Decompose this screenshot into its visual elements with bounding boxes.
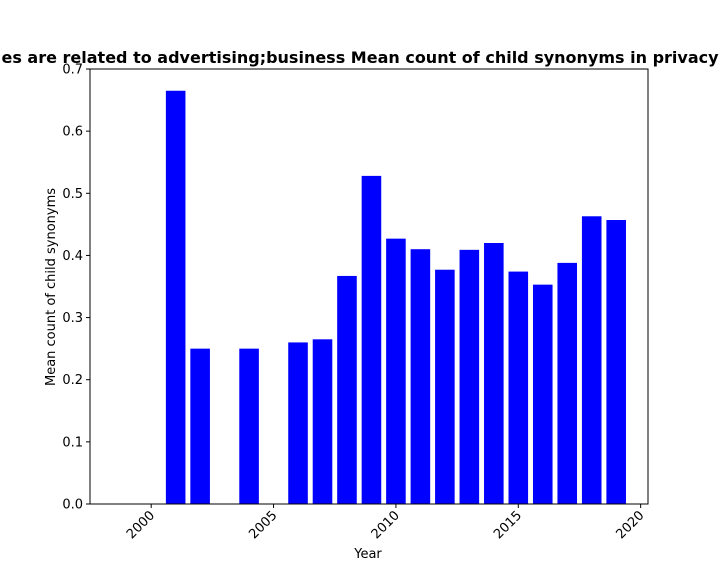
plot-frame <box>89 68 649 505</box>
bar-2013 <box>459 249 480 504</box>
y-tick-label: 0.0 <box>62 498 83 513</box>
bar-2018 <box>581 216 602 504</box>
bar-2002 <box>190 348 210 504</box>
bar-2006 <box>288 342 308 504</box>
bar-2007 <box>312 339 333 504</box>
x-tick-label: 2020 <box>613 508 647 542</box>
y-tick-label: 0.5 <box>62 187 83 202</box>
y-tick-label: 0.1 <box>62 435 83 450</box>
bar-2009 <box>361 175 382 504</box>
chart-title: es are related to advertising;business M… <box>1 48 719 67</box>
bar-2014 <box>484 243 504 504</box>
bar-2019 <box>606 220 626 504</box>
y-tick-label: 0.7 <box>62 63 83 78</box>
bar-2011 <box>410 249 431 504</box>
bar-2012 <box>435 269 455 504</box>
bar-2010 <box>386 238 406 504</box>
x-tick-label: 2005 <box>246 508 280 542</box>
x-axis: 2000 2005 2010 2015 2020 <box>124 504 647 542</box>
bar-2001 <box>165 90 186 504</box>
bars <box>165 90 626 504</box>
bar-2004 <box>239 348 259 504</box>
bar-2017 <box>557 262 578 504</box>
bar-2008 <box>337 275 357 504</box>
bar-2015 <box>508 271 529 504</box>
bar-2016 <box>532 284 553 504</box>
y-tick-label: 0.2 <box>62 373 83 388</box>
y-tick-label: 0.6 <box>62 125 83 140</box>
x-tick-label: 2015 <box>491 508 525 542</box>
x-tick-label: 2010 <box>369 508 403 542</box>
y-tick-label: 0.3 <box>62 311 83 326</box>
x-axis-label: Year <box>353 547 382 562</box>
y-axis-label: Mean count of child synonyms <box>44 188 59 386</box>
y-axis: 0.0 0.1 0.2 0.3 0.4 0.5 0.6 0.7 <box>62 63 90 513</box>
y-tick-label: 0.4 <box>62 249 83 264</box>
x-tick-label: 2000 <box>124 508 158 542</box>
